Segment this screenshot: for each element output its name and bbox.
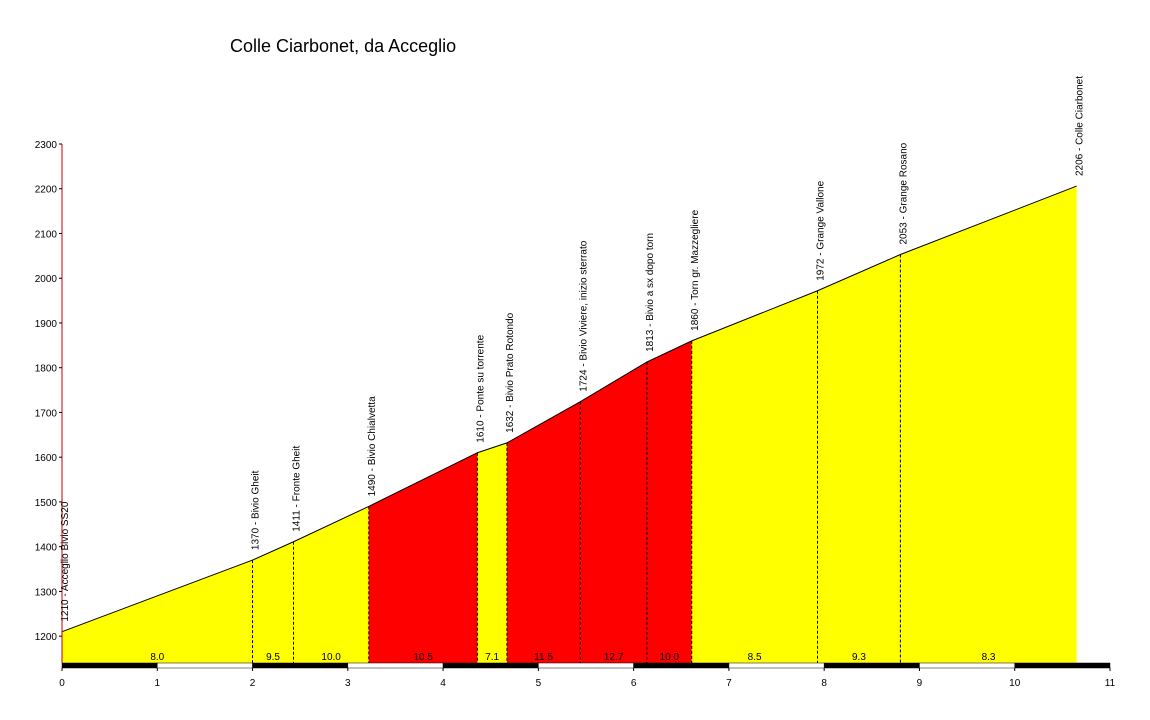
x-scale-bar-3 — [347, 662, 444, 669]
profile-segment-7 — [580, 361, 647, 663]
profile-segment-6 — [506, 401, 581, 663]
x-tick-label-2: 2 — [250, 678, 256, 689]
gradient-label-11: 8.3 — [982, 652, 996, 663]
waypoint-label-11: 2053 - Grange Rosano — [898, 142, 909, 244]
y-tick-label-2300: 2300 — [35, 140, 58, 151]
gradient-label-6: 11.5 — [534, 652, 553, 663]
x-scale-bar-5 — [538, 662, 634, 669]
x-axis: 0 1 2 3 4 5 6 7 8 9 10 11 — [59, 662, 1116, 689]
y-tick-label-1600: 1600 — [35, 453, 58, 464]
x-scale-bar-9 — [919, 662, 1015, 669]
y-tick-label-1700: 1700 — [35, 408, 58, 419]
profile-segment-11 — [900, 186, 1077, 664]
waypoint-label-10: 1972 - Grange Vallone — [816, 180, 827, 280]
y-tick-label-1500: 1500 — [35, 498, 58, 509]
y-tick-label-1900: 1900 — [35, 319, 58, 330]
y-tick-label-2000: 2000 — [35, 274, 58, 285]
profile-segment-8 — [646, 340, 692, 663]
gradient-label-8: 10.0 — [660, 652, 680, 663]
profile-segments — [62, 186, 1077, 664]
x-scale-bar-2 — [252, 662, 349, 669]
profile-segment-9 — [691, 290, 818, 663]
gradient-label-3: 10.0 — [321, 652, 341, 663]
waypoint-label-5: 1610 - Ponte su torrente — [475, 334, 486, 442]
x-tick-label-0: 0 — [59, 678, 65, 689]
gradient-label-1: 8.0 — [150, 652, 164, 663]
waypoint-label-2: 1370 - Bivio Gheit — [251, 470, 262, 550]
waypoint-label-3: 1411 - Fronte Gheit — [292, 446, 303, 532]
y-tick-label-1800: 1800 — [35, 364, 58, 375]
x-tick-label-5: 5 — [536, 678, 542, 689]
chart-title: Colle Ciarbonet, da Acceglio — [230, 36, 457, 56]
x-scale-bar-4 — [442, 662, 539, 669]
waypoint-label-9: 1860 - Torn gr. Mazzegliere — [690, 209, 701, 330]
profile-segment-5 — [477, 442, 507, 663]
waypoint-label-12: 2206 - Colle Ciarbonet — [1075, 76, 1086, 176]
waypoint-label-4: 1490 - Bivio Chialvetta — [367, 396, 378, 496]
profile-segment-1 — [62, 560, 253, 663]
waypoint-label-1: 1210 - Acceglio Bivio SS20 — [60, 501, 71, 622]
y-tick-label-2100: 2100 — [35, 229, 58, 240]
y-axis: 1200 1300 1400 1500 1600 1700 1800 1900 2000 2100… — [35, 140, 63, 663]
x-tick-label-8: 8 — [821, 678, 827, 689]
x-scale-bar-10 — [1014, 662, 1111, 669]
gradient-label-9: 8.5 — [748, 652, 762, 663]
gradient-label-7: 12.7 — [604, 652, 624, 663]
x-tick-label-11: 11 — [1105, 678, 1116, 689]
y-tick-label-1400: 1400 — [35, 543, 58, 554]
x-tick-label-3: 3 — [345, 678, 351, 689]
waypoint-label-6: 1632 - Bivio Prato Rotondo — [505, 312, 516, 433]
y-tick-label-1200: 1200 — [35, 632, 58, 643]
waypoint-labels: 1210 - Acceglio Bivio SS20 1370 - Bivio G… — [60, 76, 1086, 622]
gradient-labels: 8.0 9.5 10.0 10.5 7.1 11.5 12.7 10.0 8.5 9.3 8.3 — [150, 652, 996, 663]
x-scale-bar-1 — [157, 662, 253, 669]
x-scale-bar-6 — [633, 662, 730, 669]
x-tick-label-1: 1 — [154, 678, 160, 689]
x-tick-label-10: 10 — [1009, 678, 1021, 689]
gradient-label-2: 9.5 — [266, 652, 280, 663]
profile-line — [61, 185, 1077, 633]
waypoint-label-7: 1724 - Bivio Viviere, inizio sterrato — [578, 240, 589, 391]
waypoint-label-8: 1813 - Bivio a sx dopo torn — [645, 233, 656, 352]
y-tick-label-1300: 1300 — [35, 587, 58, 598]
x-tick-label-4: 4 — [440, 678, 446, 689]
y-tick-label-2200: 2200 — [35, 185, 58, 196]
profile-segment-10 — [817, 254, 901, 663]
gradient-label-4: 10.5 — [413, 652, 433, 663]
x-scale-bar-7 — [728, 662, 825, 669]
profile-segment-4 — [368, 452, 478, 663]
x-tick-label-9: 9 — [917, 678, 923, 689]
gradient-label-10: 9.3 — [852, 652, 866, 663]
gradient-label-5: 7.1 — [485, 652, 499, 663]
x-tick-label-6: 6 — [631, 678, 637, 689]
profile-segment-3 — [293, 506, 369, 663]
x-scale-bar-8 — [823, 662, 920, 669]
profile-outline — [61, 185, 1077, 633]
profile-segment-2 — [252, 541, 294, 663]
waypoint-dividers — [252, 254, 901, 663]
x-scale-bar-0 — [61, 662, 158, 669]
x-tick-label-7: 7 — [726, 678, 732, 689]
